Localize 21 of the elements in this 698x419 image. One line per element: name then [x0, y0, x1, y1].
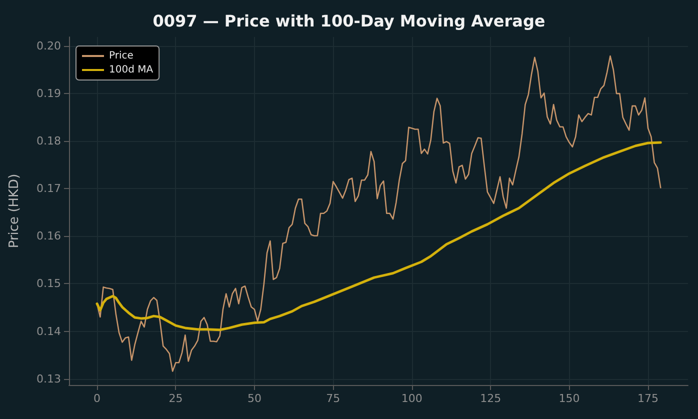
chart-title: 0097 — Price with 100-Day Moving Average — [152, 12, 546, 30]
y-tick-label: 0.13 — [36, 372, 61, 386]
x-tick-label: 50 — [247, 392, 262, 405]
x-tick-label: 75 — [326, 392, 340, 405]
y-tick-label: 0.14 — [36, 324, 61, 338]
x-tick-label: 175 — [638, 392, 659, 405]
legend-label: Price — [109, 50, 134, 62]
x-tick-label: 0 — [94, 392, 101, 405]
x-tick-label: 25 — [168, 392, 183, 405]
y-tick-label: 0.17 — [36, 182, 61, 196]
line-series — [96, 141, 662, 332]
x-tick-label: 150 — [558, 392, 580, 405]
y-tick-label: 0.19 — [36, 87, 61, 100]
y-tick-label: 0.16 — [36, 230, 61, 243]
y-axis-title: Price (HKD) — [7, 174, 22, 248]
legend-label: 100d MA — [109, 64, 154, 76]
x-tick-label: 125 — [480, 392, 502, 405]
y-tick-label: 0.20 — [36, 40, 61, 53]
y-tick-label: 0.18 — [36, 134, 61, 148]
y-tick-label: 0.15 — [36, 277, 61, 290]
x-tick-label: 100 — [401, 392, 422, 405]
